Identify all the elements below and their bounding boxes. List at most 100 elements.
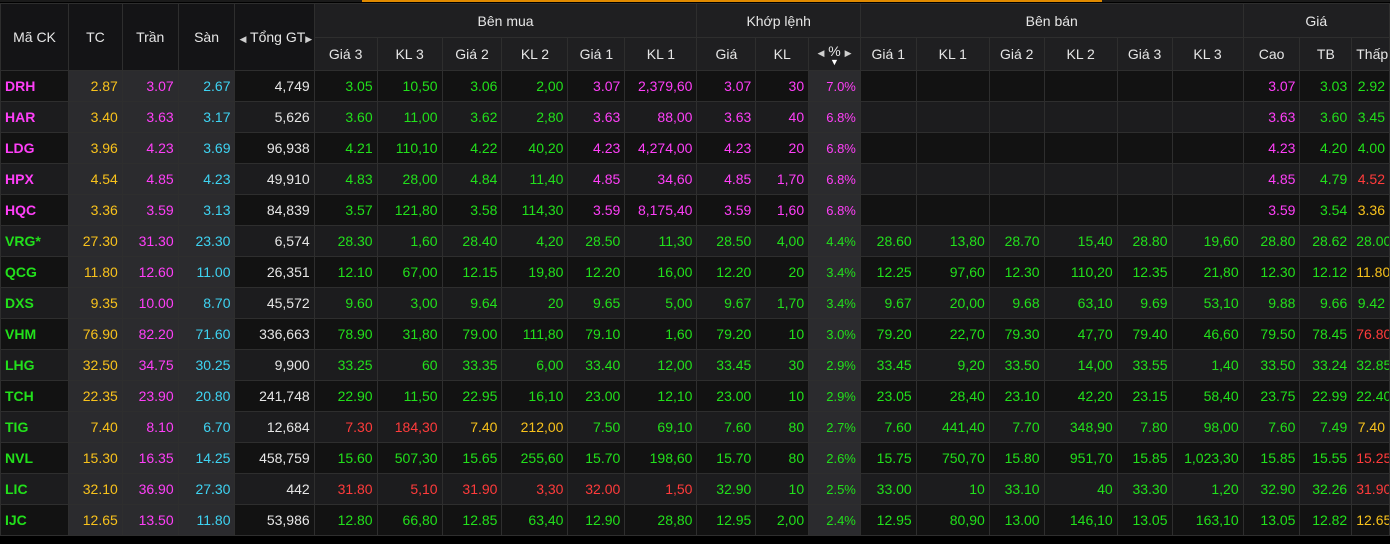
table-row[interactable]: DXS 9.35 10.00 8.70 45,572 9.60 3,00 9.64 20 9.65… [0,287,1390,319]
table-row[interactable]: QCG 11.80 12.60 11.00 26,351 12.10 67,00 12.15 1… [0,256,1390,288]
table-row[interactable]: TCH 22.35 23.90 20.80 241,748 22.90 11,50 22.95… [0,380,1390,412]
average-price-cell: 12.12 [1299,256,1353,288]
ask-price-1-cell: 15.75 [859,442,917,474]
header-bid-vol-1[interactable]: KL 1 [624,37,698,71]
ask-vol-1-cell: 80,90 [915,504,990,536]
ask-price-1-cell [859,194,917,226]
ask-price-2-cell: 15.80 [988,442,1045,474]
header-match-group: Khớp lệnh [696,3,861,38]
symbol-cell[interactable]: VHM [0,318,70,350]
header-bid-price-2[interactable]: Giá 2 [441,37,503,71]
table-row[interactable]: HAR 3.40 3.63 3.17 5,626 3.60 11,00 3.62 2,80 3.6… [0,101,1390,133]
high-price-cell: 7.60 [1242,411,1301,443]
symbol-cell[interactable]: IJC [0,504,70,536]
header-bid-price-3[interactable]: Giá 3 [313,37,378,71]
header-ask-vol-3[interactable]: KL 3 [1171,37,1244,71]
header-floor[interactable]: Sàn [177,3,236,71]
symbol-cell[interactable]: TIG [0,411,70,443]
bid-price-1-cell: 9.65 [567,287,626,319]
bid-vol-1-cell: 69,10 [624,411,698,443]
average-price-cell: 32.26 [1299,473,1353,505]
header-ask-vol-1[interactable]: KL 1 [915,37,990,71]
header-bid-price-1[interactable]: Giá 1 [567,37,626,71]
symbol-cell[interactable]: LDG [0,132,70,164]
table-row[interactable]: IJC 12.65 13.50 11.80 53,986 12.80 66,80 12.85 6… [0,504,1390,536]
match-price-cell: 28.50 [696,225,757,257]
header-symbol[interactable]: Mã CK [0,3,70,71]
floor-price-cell: 3.17 [177,101,236,133]
ask-price-2-cell: 7.70 [988,411,1045,443]
symbol-cell[interactable]: HAR [0,101,70,133]
header-reference[interactable]: TC [68,3,123,71]
symbol-cell[interactable]: TCH [0,380,70,412]
sort-desc-icon[interactable]: ▼ [830,57,839,67]
symbol-cell[interactable]: DXS [0,287,70,319]
low-price-cell: 4.52 [1351,163,1390,195]
header-average[interactable]: TB [1299,37,1353,71]
total-value-cell: 336,663 [234,318,315,350]
ask-price-1-cell: 7.60 [859,411,917,443]
bid-vol-1-cell: 8,175,40 [624,194,698,226]
header-ask-price-2[interactable]: Giá 2 [988,37,1045,71]
scroll-right-icon[interactable]: ▶ [305,34,313,44]
ask-price-3-cell [1116,163,1173,195]
header-bid-vol-3[interactable]: KL 3 [376,37,443,71]
prev-metric-icon[interactable]: ◀ [817,48,825,58]
ask-vol-3-cell: 1,20 [1171,473,1244,505]
total-value-cell: 5,626 [234,101,315,133]
table-row[interactable]: LHG 32.50 34.75 30.25 9,900 33.25 60 33.35 6,00 3… [0,349,1390,381]
table-row[interactable]: LDG 3.96 4.23 3.69 96,938 4.21 110,10 4.22 40,20… [0,132,1390,164]
header-match-price[interactable]: Giá [696,37,757,71]
header-low[interactable]: Thấp [1351,37,1390,71]
table-row[interactable]: NVL 15.30 16.35 14.25 458,759 15.60 507,30 15.6… [0,442,1390,474]
total-value-cell: 49,910 [234,163,315,195]
table-row[interactable]: DRH 2.87 3.07 2.67 4,749 3.05 10,50 3.06 2,00 3.0… [0,70,1390,102]
low-price-cell: 28.00 [1351,225,1390,257]
active-tab-indicator [362,0,1102,2]
ask-price-1-cell: 12.95 [859,504,917,536]
symbol-cell[interactable]: VRG* [0,225,70,257]
ceiling-price-cell: 10.00 [121,287,179,319]
header-total-value[interactable]: ◀ Tổng GT▶ [234,3,315,71]
symbol-cell[interactable]: HQC [0,194,70,226]
match-price-cell: 79.20 [696,318,757,350]
header-ask-price-3[interactable]: Giá 3 [1116,37,1173,71]
symbol-cell[interactable]: HPX [0,163,70,195]
ask-price-2-cell: 79.30 [988,318,1045,350]
header-bid-vol-2[interactable]: KL 2 [501,37,569,71]
symbol-cell[interactable]: LIC [0,473,70,505]
total-value-cell: 26,351 [234,256,315,288]
ask-price-2-cell [988,163,1045,195]
header-change-pct[interactable]: ◀ % ▶ ▼ [808,37,861,71]
ceiling-price-cell: 23.90 [121,380,179,412]
ask-vol-3-cell: 163,10 [1171,504,1244,536]
ceiling-price-cell: 82.20 [121,318,179,350]
table-row[interactable]: TIG 7.40 8.10 6.70 12,684 7.30 184,30 7.40 212,0… [0,411,1390,443]
table-row[interactable]: HPX 4.54 4.85 4.23 49,910 4.83 28,00 4.84 11,40 4… [0,163,1390,195]
reference-price-cell: 7.40 [68,411,123,443]
table-row[interactable]: HQC 3.36 3.59 3.13 84,839 3.57 121,80 3.58 114,3… [0,194,1390,226]
symbol-cell[interactable]: DRH [0,70,70,102]
header-ask-price-1[interactable]: Giá 1 [859,37,917,71]
symbol-cell[interactable]: NVL [0,442,70,474]
header-match-vol[interactable]: KL [755,37,810,71]
table-row[interactable]: VRG* 27.30 31.30 23.30 6,574 28.30 1,60 28.40 4,… [0,225,1390,257]
next-metric-icon[interactable]: ▶ [844,48,852,58]
table-row[interactable]: VHM 76.90 82.20 71.60 336,663 78.90 31,80 79.00… [0,318,1390,350]
symbol-cell[interactable]: LHG [0,349,70,381]
header-ask-vol-2[interactable]: KL 2 [1043,37,1118,71]
header-high[interactable]: Cao [1242,37,1301,71]
bid-vol-1-cell: 16,00 [624,256,698,288]
header-ceiling[interactable]: Trần [121,3,179,71]
ceiling-price-cell: 16.35 [121,442,179,474]
bid-vol-1-cell: 88,00 [624,101,698,133]
bid-price-3-cell: 78.90 [313,318,378,350]
bid-vol-3-cell: 31,80 [376,318,443,350]
bid-vol-3-cell: 10,50 [376,70,443,102]
bid-vol-3-cell: 121,80 [376,194,443,226]
symbol-cell[interactable]: QCG [0,256,70,288]
table-row[interactable]: LIC 32.10 36.90 27.30 442 31.80 5,10 31.90 3,30 3… [0,473,1390,505]
bid-vol-1-cell: 5,00 [624,287,698,319]
scroll-left-icon[interactable]: ◀ [239,34,247,44]
